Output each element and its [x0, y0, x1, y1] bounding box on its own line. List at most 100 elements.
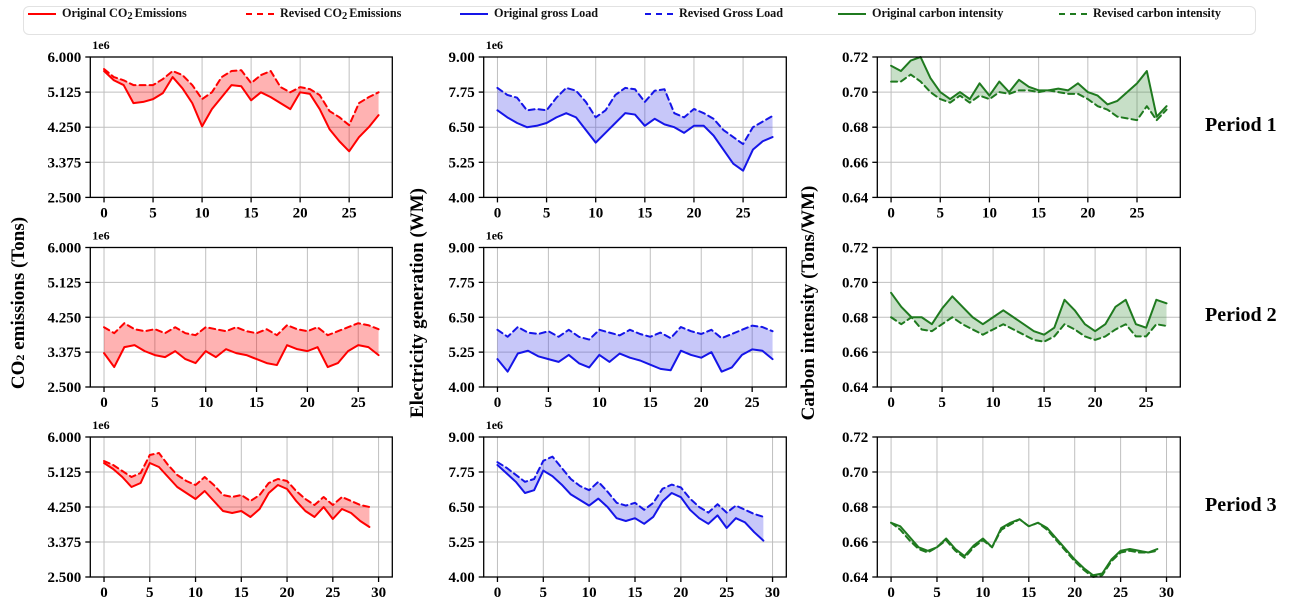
svg-text:10: 10: [582, 585, 597, 601]
svg-text:5.125: 5.125: [48, 85, 82, 101]
svg-text:5: 5: [938, 395, 946, 411]
svg-text:3.375: 3.375: [48, 345, 82, 361]
svg-text:5.25: 5.25: [448, 535, 474, 551]
svg-text:10: 10: [982, 205, 997, 221]
svg-text:20: 20: [1088, 395, 1103, 411]
svg-text:0: 0: [494, 395, 502, 411]
svg-text:20: 20: [300, 395, 315, 411]
svg-text:0: 0: [887, 205, 895, 221]
svg-text:10: 10: [195, 205, 210, 221]
svg-text:25: 25: [745, 395, 760, 411]
svg-text:0.70: 0.70: [842, 275, 868, 291]
svg-text:5: 5: [545, 395, 553, 411]
svg-text:0: 0: [100, 395, 108, 411]
svg-text:6.000: 6.000: [48, 241, 82, 257]
svg-text:15: 15: [643, 395, 658, 411]
svg-text:4.250: 4.250: [48, 310, 82, 326]
svg-text:25: 25: [342, 205, 357, 221]
svg-text:5.125: 5.125: [48, 275, 82, 291]
svg-text:5: 5: [149, 205, 157, 221]
svg-text:0.66: 0.66: [842, 535, 869, 551]
svg-text:10: 10: [198, 395, 213, 411]
svg-text:0.70: 0.70: [842, 465, 868, 481]
svg-text:5.25: 5.25: [448, 345, 474, 361]
svg-text:5: 5: [543, 205, 551, 221]
svg-text:20: 20: [293, 205, 308, 221]
svg-text:25: 25: [1113, 585, 1128, 601]
svg-text:5: 5: [146, 585, 154, 601]
svg-text:25: 25: [719, 585, 734, 601]
svg-text:25: 25: [736, 205, 751, 221]
svg-text:2.500: 2.500: [48, 570, 82, 586]
svg-text:0.72: 0.72: [842, 50, 868, 66]
svg-text:10: 10: [188, 585, 203, 601]
svg-text:0.66: 0.66: [842, 345, 869, 361]
svg-text:20: 20: [694, 395, 709, 411]
svg-text:0.68: 0.68: [842, 120, 868, 136]
svg-text:1e6: 1e6: [486, 229, 503, 243]
svg-text:1e6: 1e6: [92, 229, 109, 243]
svg-text:0: 0: [887, 585, 895, 601]
svg-text:20: 20: [280, 585, 295, 601]
svg-text:7.75: 7.75: [448, 275, 474, 291]
svg-text:0.64: 0.64: [842, 380, 869, 396]
svg-text:5: 5: [540, 585, 548, 601]
svg-text:5: 5: [933, 585, 941, 601]
svg-text:15: 15: [628, 585, 643, 601]
svg-text:20: 20: [1067, 585, 1082, 601]
svg-text:0.70: 0.70: [842, 85, 868, 101]
svg-text:1e6: 1e6: [486, 38, 503, 52]
svg-text:6.50: 6.50: [448, 120, 474, 136]
svg-text:20: 20: [1080, 205, 1095, 221]
svg-text:10: 10: [588, 205, 603, 221]
svg-text:30: 30: [765, 585, 780, 601]
svg-text:3.375: 3.375: [48, 155, 82, 171]
svg-text:7.75: 7.75: [448, 465, 474, 481]
svg-text:1e6: 1e6: [92, 418, 109, 432]
svg-text:7.75: 7.75: [448, 85, 474, 101]
svg-text:15: 15: [1021, 585, 1036, 601]
svg-text:25: 25: [351, 395, 366, 411]
svg-text:10: 10: [975, 585, 990, 601]
svg-text:6.50: 6.50: [448, 500, 474, 516]
svg-text:6.50: 6.50: [448, 310, 474, 326]
svg-text:0.68: 0.68: [842, 500, 868, 516]
svg-text:0: 0: [494, 585, 502, 601]
svg-text:0.64: 0.64: [842, 190, 869, 206]
svg-text:4.00: 4.00: [448, 380, 474, 396]
svg-text:30: 30: [371, 585, 386, 601]
svg-text:0: 0: [100, 205, 108, 221]
svg-text:9.00: 9.00: [448, 241, 474, 257]
svg-text:4.250: 4.250: [48, 500, 82, 516]
svg-text:0.64: 0.64: [842, 570, 869, 586]
svg-text:30: 30: [1159, 585, 1174, 601]
svg-text:0.72: 0.72: [842, 430, 868, 446]
svg-text:10: 10: [986, 395, 1001, 411]
svg-text:25: 25: [325, 585, 340, 601]
svg-text:5.25: 5.25: [448, 155, 474, 171]
svg-text:0: 0: [887, 395, 895, 411]
svg-text:15: 15: [234, 585, 249, 601]
svg-text:1e6: 1e6: [92, 38, 109, 52]
svg-text:15: 15: [1037, 395, 1052, 411]
svg-text:15: 15: [244, 205, 259, 221]
svg-text:15: 15: [249, 395, 264, 411]
svg-text:9.00: 9.00: [448, 430, 474, 446]
svg-text:6.000: 6.000: [48, 430, 82, 446]
svg-text:20: 20: [686, 205, 701, 221]
svg-text:5: 5: [151, 395, 159, 411]
svg-text:15: 15: [637, 205, 652, 221]
svg-text:0: 0: [100, 585, 108, 601]
svg-text:6.000: 6.000: [48, 50, 82, 66]
svg-text:10: 10: [592, 395, 607, 411]
svg-text:0: 0: [494, 205, 502, 221]
svg-text:9.00: 9.00: [448, 50, 474, 66]
svg-text:5.125: 5.125: [48, 465, 82, 481]
svg-text:4.250: 4.250: [48, 120, 82, 136]
svg-text:4.00: 4.00: [448, 190, 474, 206]
svg-text:0.68: 0.68: [842, 310, 868, 326]
svg-text:15: 15: [1031, 205, 1046, 221]
svg-text:20: 20: [673, 585, 688, 601]
svg-text:3.375: 3.375: [48, 535, 82, 551]
svg-text:4.00: 4.00: [448, 570, 474, 586]
